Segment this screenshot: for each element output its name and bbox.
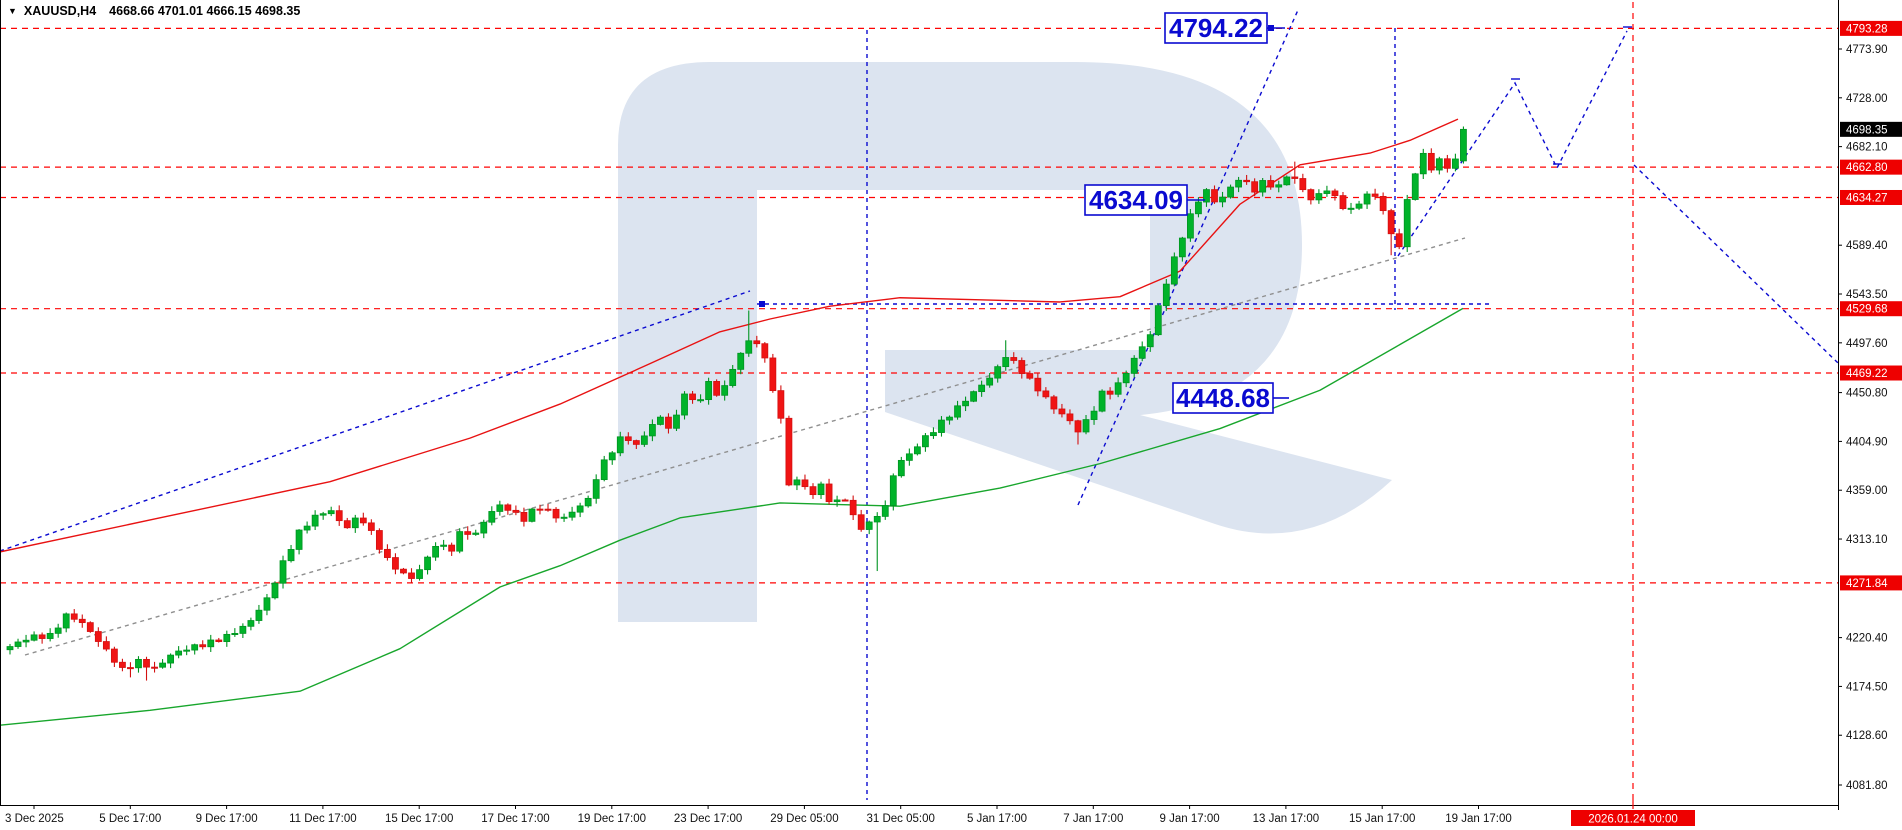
price-badge-label: 4793.28 (1846, 23, 1888, 35)
price-tick-label: 4450.80 (1846, 388, 1888, 400)
price-badge-label: 4271.84 (1846, 578, 1888, 590)
time-tick-label: 19 Dec 17:00 (578, 813, 646, 825)
price-badge-label: 4634.27 (1846, 192, 1888, 204)
price-badge (1840, 365, 1902, 381)
time-tick-label: 17 Dec 17:00 (481, 813, 549, 825)
price-annotation-text: 4448.68 (1176, 383, 1270, 413)
time-tick-label: 19 Jan 17:00 (1445, 813, 1512, 825)
price-tick-label: 4728.00 (1846, 93, 1888, 105)
axes-frame (0, 0, 1839, 810)
time-tick-label: 5 Dec 17:00 (99, 813, 161, 825)
time-tick-label: 9 Jan 17:00 (1160, 813, 1220, 825)
trendline-drawings[interactable] (0, 9, 1839, 800)
price-badge (1840, 575, 1902, 591)
price-annotation-text: 4634.09 (1089, 185, 1183, 215)
time-axis[interactable]: 3 Dec 2025 5 Dec 17:00 9 Dec 17:00 11 Dec 1… (5, 800, 1695, 826)
time-tick-label: 7 Jan 17:00 (1063, 813, 1123, 825)
price-tick-label: 4313.10 (1846, 534, 1888, 546)
ohlc-values: 4668.66 4701.01 4666.15 4698.35 (109, 4, 301, 18)
annotation-labels[interactable]: 4794.22 4634.09 4448.68 (1084, 12, 1289, 414)
candles-layer (6, 126, 1467, 681)
time-tick-label: 29 Dec 05:00 (770, 813, 838, 825)
price-tick-label: 4682.10 (1846, 142, 1888, 154)
price-annotation-box[interactable] (1164, 12, 1268, 44)
price-badge-label: 4469.22 (1846, 368, 1888, 380)
price-tick-label: 4773.90 (1846, 44, 1888, 56)
price-badge-label: 4529.68 (1846, 304, 1888, 316)
price-tick-label: 4497.60 (1846, 338, 1888, 350)
line-handle[interactable] (759, 301, 765, 307)
time-tick-label: 5 Jan 17:00 (967, 813, 1027, 825)
price-tick-label: 4543.50 (1846, 289, 1888, 301)
date-marker-label: 2026.01.24 00:00 (1588, 814, 1678, 826)
price-badge (1840, 159, 1902, 175)
time-tick-label: 31 Dec 05:00 (866, 813, 934, 825)
price-annotation-box[interactable] (1172, 382, 1274, 414)
price-tick-label: 4589.40 (1846, 240, 1888, 252)
collapse-arrow-icon[interactable]: ▼ (8, 5, 17, 16)
price-tick-label: 4174.50 (1846, 681, 1888, 693)
price-annotation-box[interactable] (1084, 184, 1188, 216)
time-tick-label: 11 Dec 17:00 (289, 813, 357, 825)
price-tick-label: 4128.60 (1846, 730, 1888, 742)
price-badge (1840, 189, 1902, 205)
time-tick-label: 3 Dec 2025 (5, 813, 64, 825)
gray-trend[interactable] (24, 237, 1466, 656)
price-badge-label: 4698.35 (1846, 124, 1888, 136)
price-annotation-text: 4794.22 (1169, 13, 1263, 43)
price-tick-label: 4081.80 (1846, 780, 1888, 792)
price-badge (1840, 301, 1902, 317)
time-tick-label: 15 Dec 17:00 (385, 813, 453, 825)
price-badge-label: 4662.80 (1846, 162, 1888, 174)
price-tick-label: 4220.40 (1846, 633, 1888, 645)
roboforex-r-logo (618, 62, 1392, 622)
zigzag-projection[interactable] (1397, 30, 1628, 257)
red-level-lines[interactable] (0, 27, 1838, 584)
steep-trend[interactable] (1077, 9, 1299, 506)
ma-red (0, 118, 1459, 553)
down-projection[interactable] (1633, 164, 1839, 364)
symbol-title: ▼ XAUUSD,H4 4668.66 4701.01 4666.15 4698… (8, 4, 300, 18)
price-badge (1840, 121, 1902, 137)
date-marker-badge (1571, 810, 1695, 826)
time-tick-label: 9 Dec 17:00 (196, 813, 258, 825)
time-tick-label: 15 Jan 17:00 (1349, 813, 1416, 825)
time-tick-label: 13 Jan 17:00 (1253, 813, 1320, 825)
price-axis[interactable]: 4793.28 4773.90 4728.00 4698.35 4682.10 … (1838, 20, 1902, 792)
price-tick-label: 4404.90 (1846, 436, 1888, 448)
time-tick-label: 23 Dec 17:00 (674, 813, 742, 825)
symbol-period-label: XAUUSD,H4 (23, 4, 97, 18)
price-tick-label: 4359.00 (1846, 485, 1888, 497)
price-badge (1840, 20, 1902, 36)
